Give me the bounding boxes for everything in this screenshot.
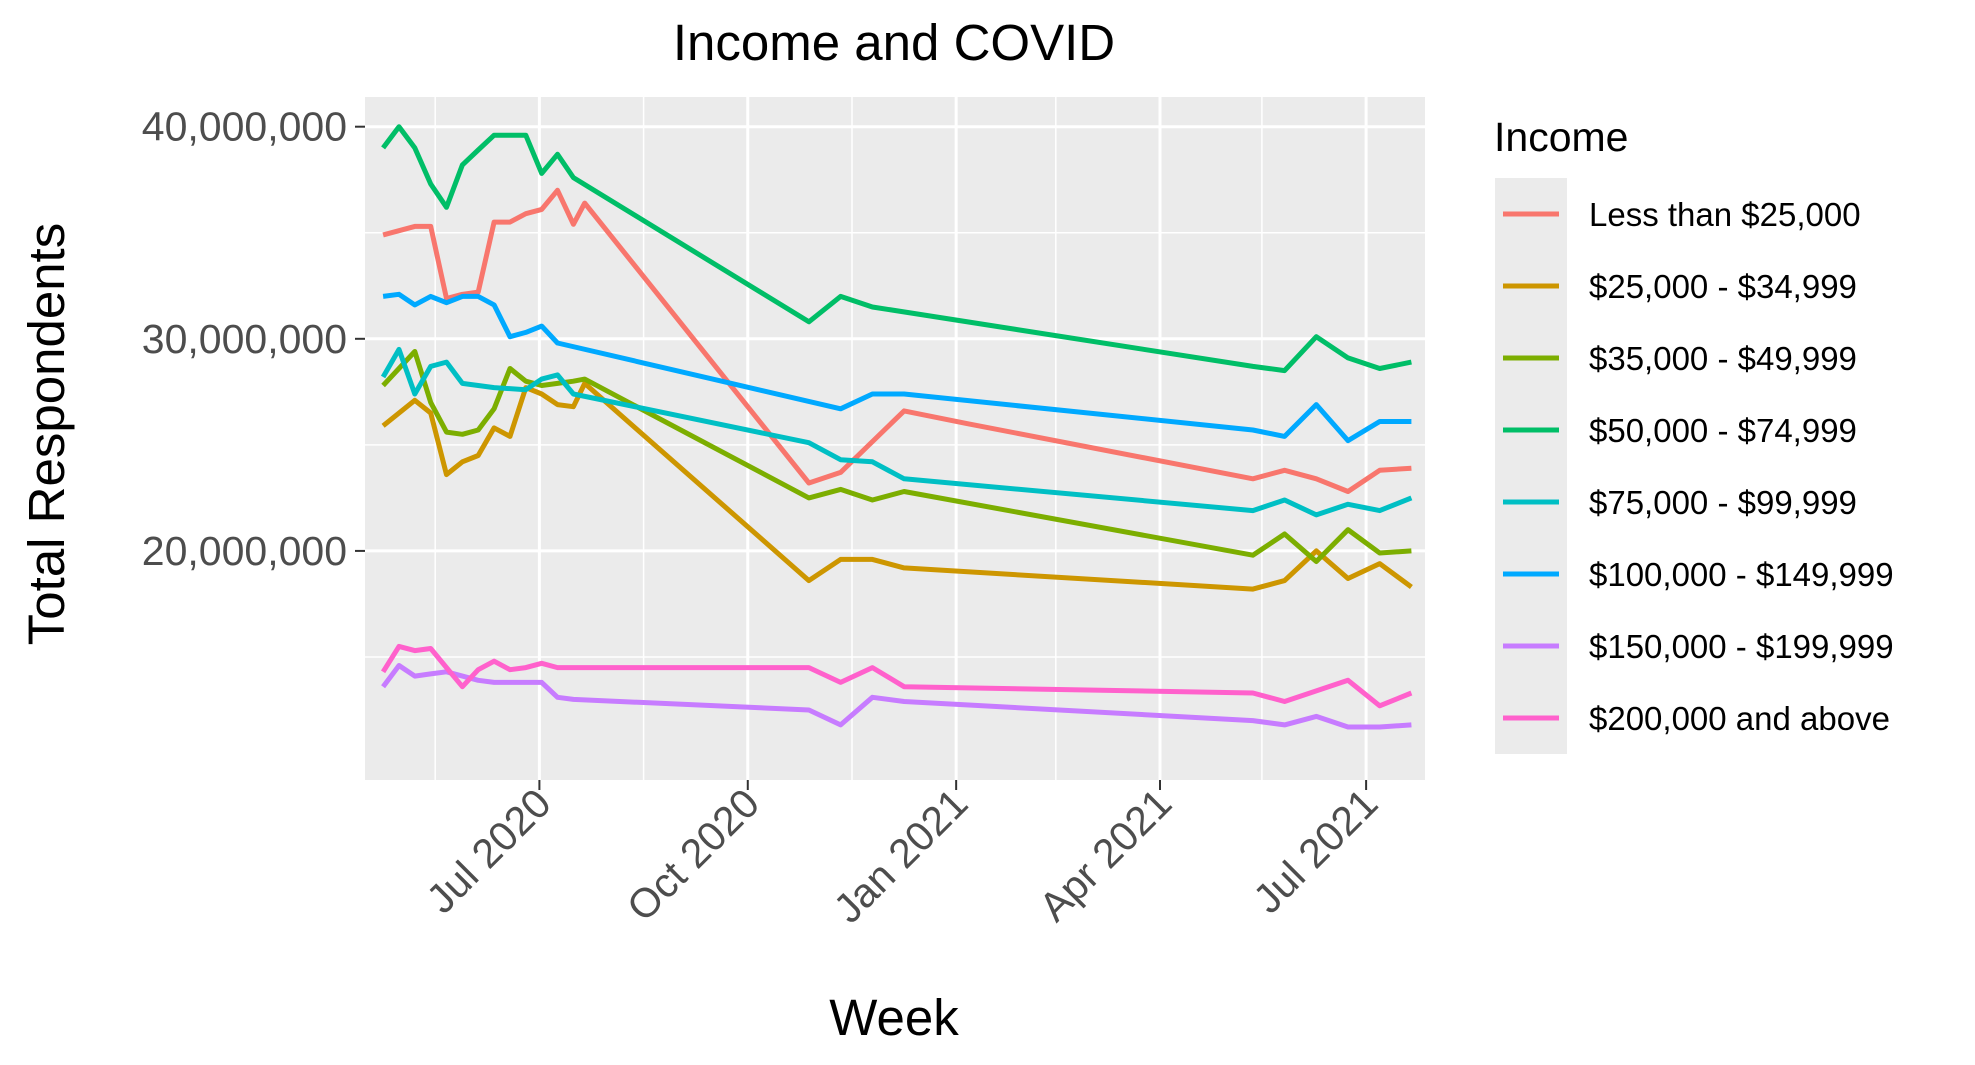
x-tick-label: Jan 2021 <box>825 780 977 932</box>
series-line <box>382 187 1412 494</box>
series-line <box>381 124 1412 374</box>
legend-label: $150,000 - $199,999 <box>1589 628 1894 665</box>
axis-ticks <box>355 125 1368 790</box>
legend-label: $35,000 - $49,999 <box>1589 340 1857 377</box>
series-line <box>382 291 1412 444</box>
y-axis-title: Total Respondents <box>18 223 75 645</box>
y-tick-label: 20,000,000 <box>142 528 347 574</box>
x-tick-label: Jul 2021 <box>1244 780 1386 922</box>
x-tick-label: Apr 2021 <box>1030 780 1180 930</box>
series-line <box>380 643 1413 709</box>
legend: Income Less than $25,000 $25,000 - $34,99… <box>1494 114 1894 754</box>
legend-title: Income <box>1494 114 1628 160</box>
chart-title: Income and COVID <box>673 14 1115 71</box>
legend-label: $50,000 - $74,999 <box>1589 412 1857 449</box>
x-tick-label: Oct 2020 <box>618 780 768 930</box>
series-line <box>380 346 1413 518</box>
series-lines <box>380 124 1413 730</box>
legend-label: Less than $25,000 <box>1589 196 1861 233</box>
legend-label: $200,000 and above <box>1589 700 1890 737</box>
legend-label: $25,000 - $34,999 <box>1589 268 1857 305</box>
legend-label: $75,000 - $99,999 <box>1589 484 1857 521</box>
y-axis-tick-labels: 20,000,000 30,000,000 40,000,000 <box>142 104 347 574</box>
y-tick-label: 40,000,000 <box>142 104 347 150</box>
x-tick-label: Jul 2020 <box>418 780 560 922</box>
y-tick-label: 30,000,000 <box>142 316 347 362</box>
minor-gridlines <box>365 97 1425 780</box>
x-axis-tick-labels: Jul 2020 Oct 2020 Jan 2021 Apr 2021 Jul 2021 <box>418 780 1387 932</box>
legend-key-background <box>1495 178 1567 754</box>
series-line <box>381 380 1413 592</box>
legend-label: $100,000 - $149,999 <box>1589 556 1894 593</box>
series-line <box>381 349 1412 564</box>
series-line <box>381 663 1412 730</box>
plot-panel <box>365 97 1425 780</box>
legend-items: Less than $25,000 $25,000 - $34,999 $35,00… <box>1495 178 1894 754</box>
x-axis-title: Week <box>829 989 959 1046</box>
